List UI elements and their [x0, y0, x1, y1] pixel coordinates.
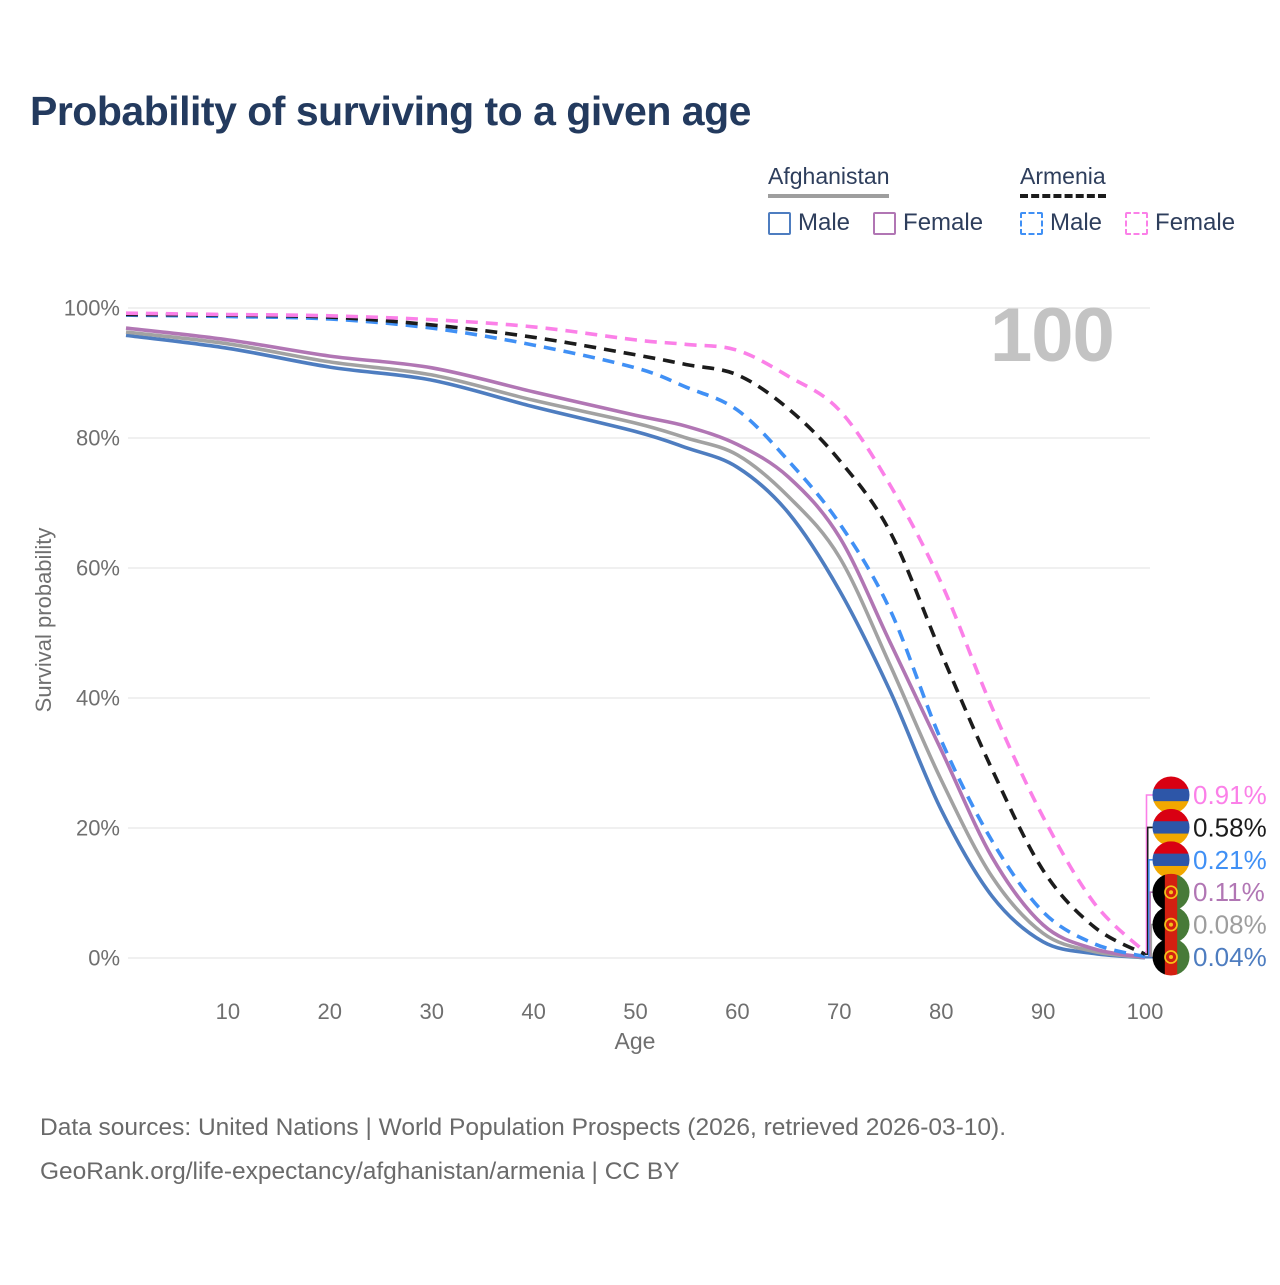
flag-afghanistan-icon — [1152, 906, 1190, 944]
curve-afghanistan-female — [125, 326, 1146, 960]
y-tick-label-60%: 60% — [76, 556, 120, 581]
legend-country-afghanistan: Afghanistan — [768, 163, 890, 198]
flag-armenia-icon — [1152, 808, 1190, 846]
footer-link-line: GeoRank.org/life-expectancy/afghanistan/… — [40, 1158, 680, 1185]
legend-label-armenia-female: Female — [1155, 209, 1236, 236]
end-connector-armenia-all — [1145, 826, 1153, 955]
age-watermark: 100 — [990, 293, 1115, 378]
y-tick-label-20%: 20% — [76, 816, 120, 841]
legend-group-afghanistan: Afghanistan Male Female — [768, 163, 983, 237]
legend-country-armenia: Armenia — [1020, 163, 1106, 198]
x-tick-label-60: 60 — [725, 999, 749, 1024]
y-tick-label-100%: 100% — [64, 296, 120, 321]
end-label-afghanistan-all: 0.08% — [1193, 910, 1267, 940]
page-title: Probability of surviving to a given age — [30, 88, 751, 134]
checkbox-armenia-male-icon[interactable] — [1020, 211, 1043, 235]
x-tick-label-100: 100 — [1127, 999, 1164, 1024]
x-tick-label-30: 30 — [419, 999, 443, 1024]
checkbox-afghanistan-female-icon[interactable] — [873, 211, 897, 235]
footer: Data sources: United Nations | World Pop… — [40, 1106, 1006, 1194]
end-label-armenia-female: 0.91% — [1193, 780, 1267, 810]
end-label-afghanistan-male: 0.04% — [1193, 942, 1267, 972]
legend-label-armenia-male: Male — [1050, 209, 1103, 236]
x-tick-label-40: 40 — [521, 999, 545, 1024]
x-tick-label-80: 80 — [929, 999, 953, 1024]
x-tick-label-70: 70 — [827, 999, 851, 1024]
end-connector-afghanistan-male — [1145, 956, 1154, 959]
flag-afghanistan-icon — [1152, 938, 1190, 976]
x-axis-title: Age — [614, 1028, 656, 1054]
y-tick-label-40%: 40% — [76, 686, 120, 711]
x-tick-label-90: 90 — [1031, 999, 1055, 1024]
end-label-armenia-male: 0.21% — [1193, 845, 1267, 875]
flag-armenia-icon — [1152, 776, 1190, 814]
curve-armenia-female — [125, 311, 1147, 954]
checkbox-armenia-female-icon[interactable] — [1125, 211, 1149, 235]
x-tick-label-20: 20 — [318, 999, 342, 1024]
flag-armenia-icon — [1152, 841, 1190, 879]
legend-toggle-armenia-female[interactable]: Female — [1125, 209, 1235, 237]
x-tick-label-10: 10 — [216, 999, 240, 1024]
legend-toggle-afghanistan-male[interactable]: Male — [768, 209, 850, 237]
legend-toggle-afghanistan-female[interactable]: Female — [873, 209, 983, 237]
legend-group-armenia: Armenia Male Female — [1020, 163, 1235, 237]
curve-afghanistan-male — [125, 333, 1146, 960]
curve-armenia-all — [125, 312, 1146, 956]
curve-afghanistan-all — [125, 330, 1146, 960]
legend-row-armenia: Male Female — [1020, 209, 1235, 237]
x-tick-label-50: 50 — [623, 999, 647, 1024]
curve-armenia-male — [125, 313, 1146, 959]
end-label-armenia-all: 0.58% — [1193, 812, 1267, 842]
end-connector-armenia-female — [1145, 794, 1153, 953]
y-tick-label-80%: 80% — [76, 426, 120, 451]
y-tick-label-0%: 0% — [88, 946, 120, 971]
legend-toggle-armenia-male[interactable]: Male — [1020, 209, 1102, 237]
end-label-afghanistan-female: 0.11% — [1193, 877, 1265, 907]
legend-label-afghanistan-male: Male — [798, 209, 851, 236]
legend-row-afghanistan: Male Female — [768, 209, 983, 237]
checkbox-afghanistan-male-icon[interactable] — [768, 211, 791, 235]
flag-afghanistan-icon — [1152, 873, 1190, 911]
footer-sources-line: Data sources: United Nations | World Pop… — [40, 1114, 1007, 1141]
legend-label-afghanistan-female: Female — [903, 209, 984, 236]
